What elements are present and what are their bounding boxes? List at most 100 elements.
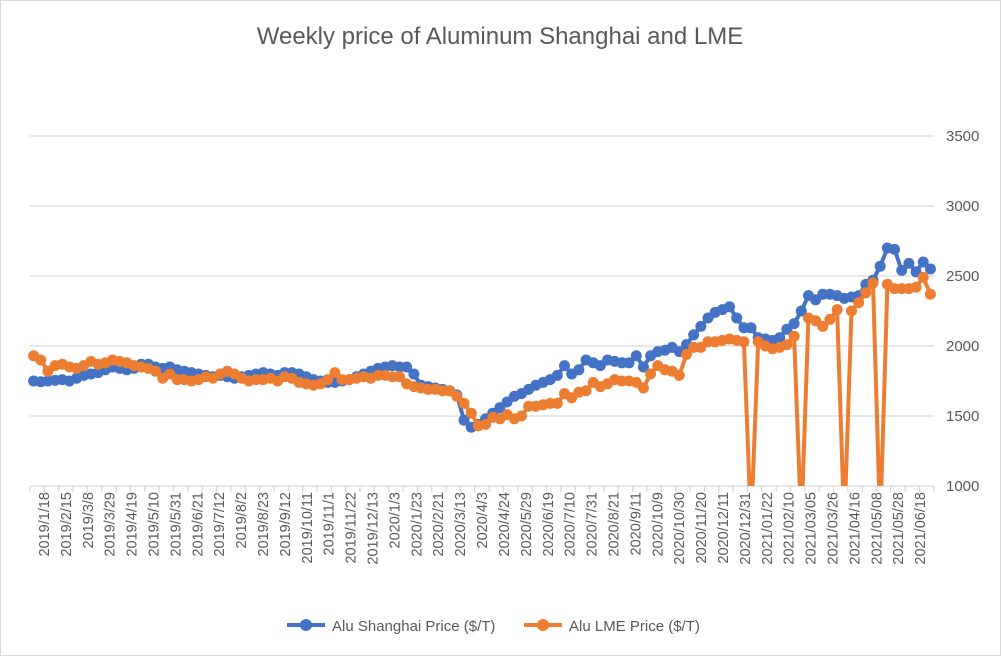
data-point [889,243,901,255]
data-point [645,368,657,380]
data-point [465,407,477,419]
data-point [408,368,420,380]
data-point [637,361,649,373]
x-tick-label: 2021/05/28 [891,492,907,565]
data-point [874,260,886,272]
x-tick-label: 2020/8/21 [606,492,622,557]
x-tick-label: 2019/8/2 [234,492,250,548]
data-point [637,382,649,394]
data-point [480,418,492,430]
x-tick-label: 2020/10/9 [650,492,666,557]
data-point [573,364,585,376]
x-tick-label: 2019/2/15 [59,492,75,557]
data-point [788,330,800,342]
x-tick-label: 2019/4/19 [125,492,141,557]
x-tick-label: 2021/03/26 [825,492,841,565]
data-point [35,354,47,366]
y-tick-label: 1000 [946,478,979,495]
data-point [831,304,843,316]
x-tick-label: 2021/01/22 [760,492,776,565]
x-tick-label: 2019/11/1 [322,492,338,555]
y-tick-label: 1500 [946,408,979,425]
data-point [623,357,635,369]
y-tick-label: 2000 [946,338,979,355]
y-tick-label: 3000 [946,198,979,215]
legend-marker-lme [537,619,549,631]
legend: Alu Shanghai Price ($/T) Alu LME Price (… [287,618,700,635]
data-point [745,322,757,334]
x-tick-label: 2020/2/21 [431,492,447,557]
x-tick-label: 2020/3/13 [453,492,469,557]
data-point [329,367,341,379]
legend-item-lme[interactable]: Alu LME Price ($/T) [524,618,700,635]
chart-title: Weekly price of Aluminum Shanghai and LM… [257,23,743,50]
x-tick-label: 2019/6/21 [190,492,206,557]
x-tick-label: 2021/04/16 [847,492,863,565]
x-tick-label: 2020/11/20 [694,492,710,564]
x-tick-label: 2021/03/05 [804,492,820,565]
data-point [896,264,908,276]
data-point [680,348,692,360]
data-point [788,318,800,330]
legend-marker-shanghai [300,619,312,631]
data-point [924,288,936,300]
data-point [551,397,563,409]
legend-label-lme: Alu LME Price ($/T) [569,618,700,635]
data-point [580,385,592,397]
data-point [738,336,750,348]
x-tick-label: 2020/1/23 [409,492,425,557]
x-tick-label: 2019/3/29 [103,492,119,557]
data-point [731,312,743,324]
legend-item-shanghai[interactable]: Alu Shanghai Price ($/T) [287,618,495,635]
data-point [845,305,857,317]
data-point [910,281,922,293]
data-point [688,329,700,341]
x-tick-label: 2019/7/12 [212,492,228,557]
data-point [774,332,786,344]
x-tick-label: 2020/9/11 [628,492,644,555]
data-point [458,414,470,426]
y-tick-label: 3500 [946,128,979,145]
x-tick-label: 2019/1/18 [37,492,53,557]
x-tick-label: 2020/5/29 [519,492,535,557]
x-tick-label: 2020/12/31 [738,492,754,565]
series-lme [28,271,936,486]
x-tick-label: 2021/05/08 [869,492,885,565]
data-point [917,271,929,283]
x-tick-label: 2019/12/13 [366,492,382,565]
data-point [795,305,807,317]
data-point [695,320,707,332]
data-point [853,297,865,309]
x-tick-label: 2021/02/10 [782,492,798,565]
x-tick-label: 2019/5/10 [147,492,163,557]
x-tick-label: 2019/10/11 [300,492,316,564]
x-tick-label: 2021/06/18 [913,492,929,565]
x-tick-label: 2020/7/10 [563,492,579,557]
data-point [551,369,563,381]
data-point [781,339,793,351]
data-point [867,277,879,289]
x-tick-label: 2019/11/22 [344,492,360,564]
data-point [401,361,413,373]
x-tick-label: 2019/3/8 [81,492,97,548]
data-point [451,390,463,402]
data-point [824,313,836,325]
x-tick-label: 2020/10/30 [672,492,688,565]
data-point [322,374,334,386]
x-tick-label: 2020/4/3 [475,492,491,548]
data-point [630,350,642,362]
data-point [817,320,829,332]
data-point [393,371,405,383]
data-point [860,287,872,299]
x-tick-label: 2020/7/31 [585,492,601,557]
data-point [515,410,527,422]
data-point [458,397,470,409]
data-point [724,301,736,313]
data-point [559,360,571,372]
x-tick-label: 2019/8/23 [256,492,272,557]
x-tick-label: 2020/12/11 [716,492,732,564]
data-point [673,369,685,381]
data-point [150,365,162,377]
